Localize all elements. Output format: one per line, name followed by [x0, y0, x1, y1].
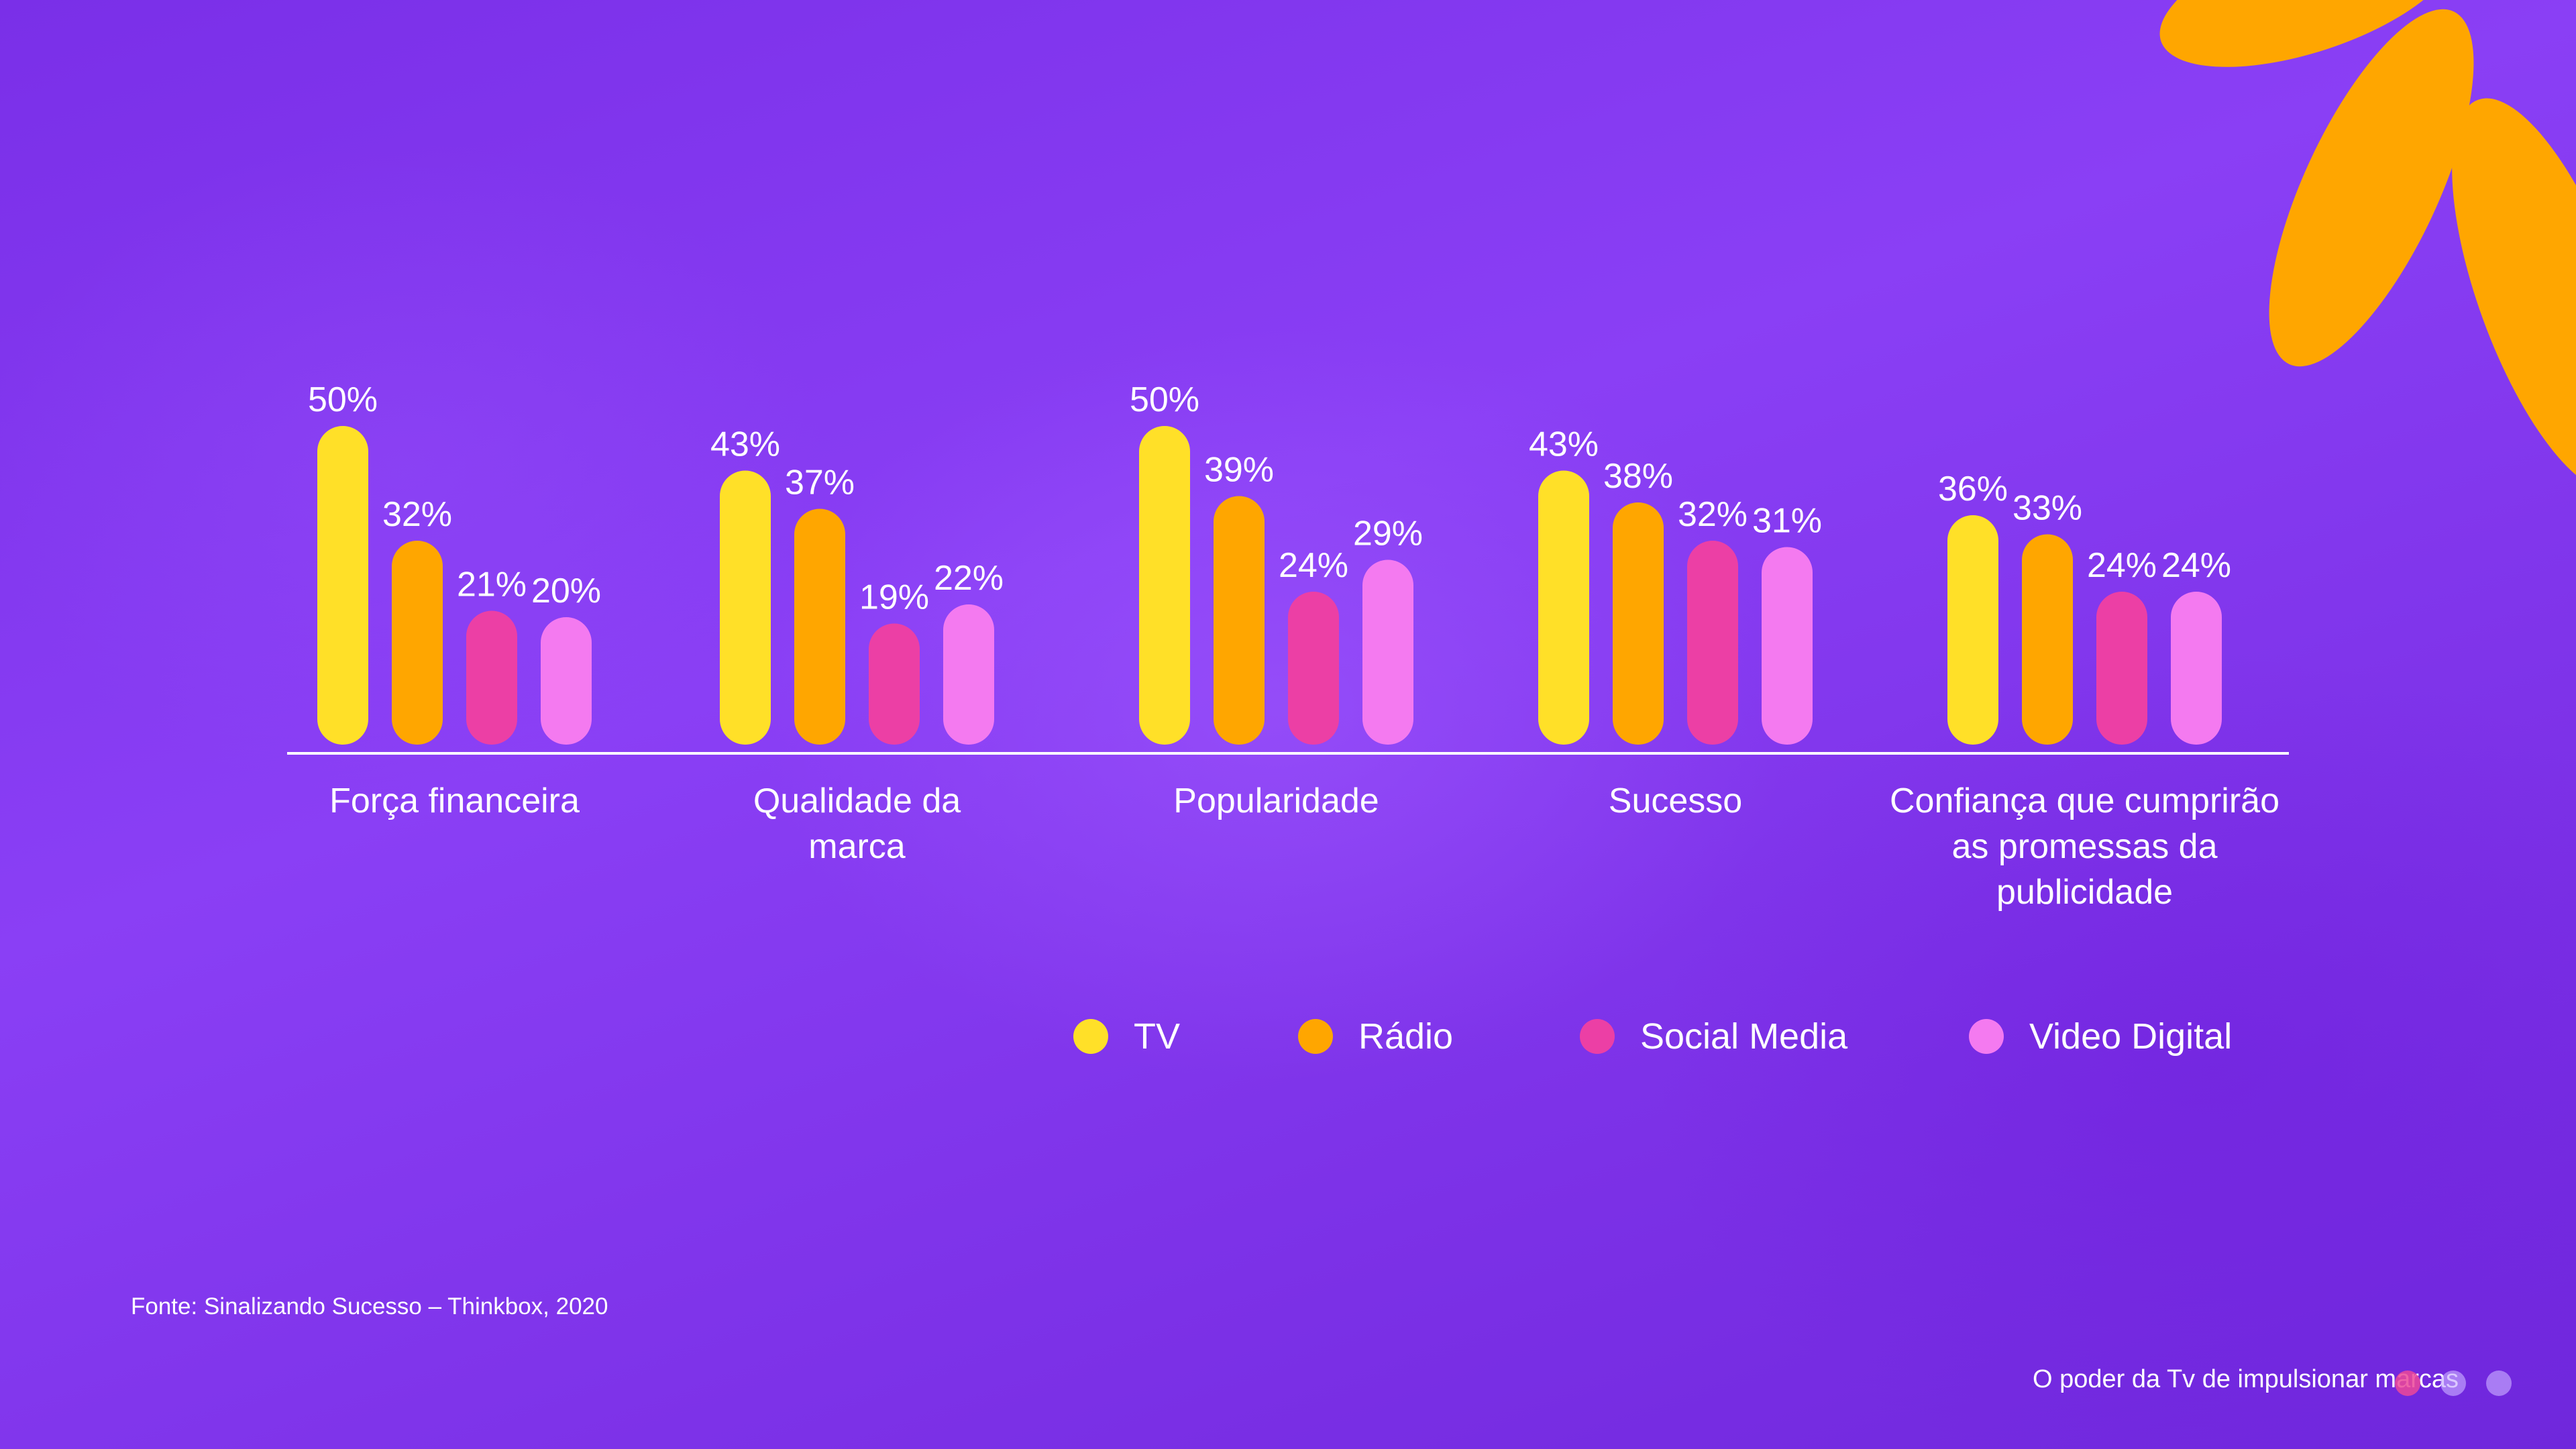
category-label-4-1: as promessas da [1952, 827, 2218, 866]
data-label-2-0: 50% [1130, 380, 1199, 419]
data-label-1-3: 22% [934, 559, 1004, 598]
legend-item-0: TV [1073, 1013, 1180, 1060]
bar-1-0 [720, 470, 771, 745]
petal-middle [2269, 9, 2474, 367]
category-label-4-0: Confiança que cumprirão [1890, 782, 2279, 820]
bar-2-0 [1139, 426, 1190, 745]
data-label-0-2: 21% [457, 566, 527, 604]
bar-3-3 [1762, 547, 1813, 745]
legend-dot-1 [1298, 1019, 1333, 1054]
bar-0-1 [392, 541, 443, 745]
data-label-4-2: 24% [2087, 546, 2157, 585]
bar-2-3 [1362, 559, 1413, 745]
bar-4-2 [2096, 592, 2147, 745]
category-label-3-0: Sucesso [1609, 782, 1742, 820]
page-dot-2[interactable] [2440, 1371, 2466, 1396]
data-label-4-3: 24% [2161, 546, 2231, 585]
category-label-2-0: Popularidade [1173, 782, 1379, 820]
data-label-3-2: 32% [1678, 495, 1748, 534]
data-label-1-1: 37% [785, 464, 855, 502]
petal-top [2159, 0, 2456, 67]
source-note: Fonte: Sinalizando Sucesso – Thinkbox, 2… [131, 1293, 608, 1320]
legend-label-1: Rádio [1358, 1016, 1454, 1057]
data-label-4-0: 36% [1938, 470, 2008, 508]
data-label-3-1: 38% [1603, 457, 1673, 496]
category-label-1-0: Qualidade da [753, 782, 961, 820]
page-dot-1[interactable] [2395, 1371, 2420, 1396]
bar-3-1 [1613, 502, 1664, 745]
data-label-1-2: 19% [859, 578, 929, 617]
data-label-3-3: 31% [1752, 502, 1822, 541]
category-label-0-0: Força financeira [329, 782, 580, 820]
legend-label-0: TV [1134, 1016, 1181, 1057]
data-label-0-1: 32% [382, 495, 452, 534]
data-label-2-1: 39% [1204, 451, 1274, 490]
data-label-4-1: 33% [2012, 489, 2082, 528]
category-label-4-2: publicidade [1996, 873, 2173, 912]
bar-1-3 [943, 604, 994, 745]
petal-right [2452, 98, 2576, 492]
bar-4-0 [1947, 515, 1998, 745]
bar-1-1 [794, 508, 845, 745]
legend-dot-0 [1073, 1019, 1108, 1054]
bar-0-0 [317, 426, 368, 745]
data-label-3-0: 43% [1529, 425, 1599, 464]
legend-label-3: Video Digital [2029, 1016, 2233, 1057]
data-label-0-3: 20% [531, 572, 601, 610]
legend-dot-2 [1580, 1019, 1615, 1054]
bar-2-2 [1288, 592, 1339, 745]
page-dot-3[interactable] [2486, 1371, 2512, 1396]
bar-0-3 [541, 617, 592, 745]
legend-dot-3 [1969, 1019, 2004, 1054]
legend-item-2: Social Media [1580, 1013, 1847, 1060]
category-label-1-1: marca [808, 827, 906, 866]
bar-3-2 [1687, 541, 1738, 745]
footer-title: O poder da Tv de impulsionar marcas [2032, 1365, 2459, 1393]
page-indicator [2395, 1371, 2532, 1396]
data-label-2-2: 24% [1279, 546, 1348, 585]
data-label-0-0: 50% [308, 380, 378, 419]
legend-label-2: Social Media [1640, 1016, 1848, 1057]
bar-2-1 [1214, 496, 1265, 745]
legend-item-1: Rádio [1298, 1013, 1453, 1060]
data-label-2-3: 29% [1353, 515, 1423, 553]
data-label-1-0: 43% [710, 425, 780, 464]
bar-3-0 [1538, 470, 1589, 745]
bar-0-2 [466, 610, 517, 745]
bar-4-3 [2171, 592, 2222, 745]
bar-1-2 [869, 623, 920, 745]
legend-item-3: Video Digital [1969, 1013, 2232, 1060]
bar-4-1 [2022, 534, 2073, 745]
